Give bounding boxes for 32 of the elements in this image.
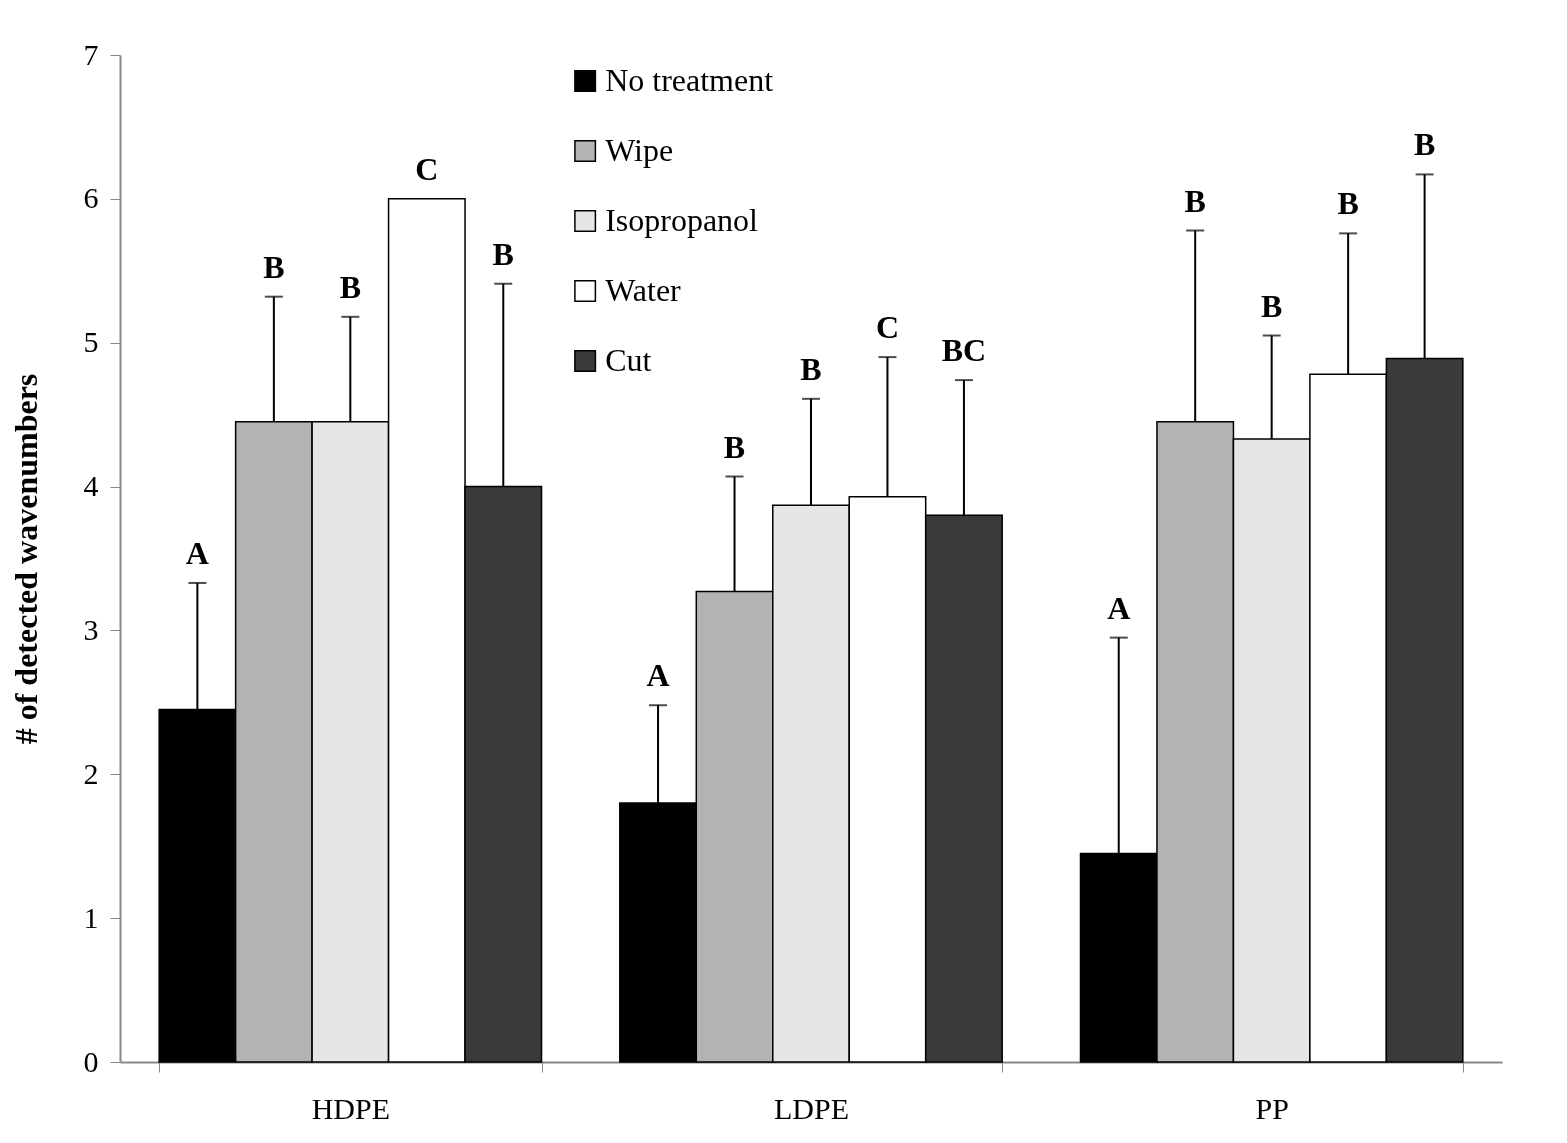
y-tick-label: 6 [83,181,99,215]
y-tick-label: 7 [83,37,99,71]
y-tick-label: 2 [83,756,99,790]
legend-label: Water [605,272,682,308]
x-tick-label: PP [1255,1091,1289,1125]
x-tick-label: HDPE [311,1091,391,1125]
annotation: A [1107,589,1131,626]
y-tick-label: 4 [83,469,99,503]
legend-label: Wipe [605,132,674,168]
annotation: B [1337,185,1359,222]
y-tick-label: 1 [83,900,99,934]
annotation: B [800,350,822,387]
legend-label: Cut [605,342,652,378]
annotation: B [1260,287,1283,324]
annotation: C [415,150,439,187]
annotation: B [492,235,514,272]
y-tick-label: 3 [83,612,99,646]
annotation: A [646,657,670,694]
annotation: A [185,534,209,571]
y-axis-title: # of detected wavenumbers [7,373,44,745]
annotation: BC [941,332,987,369]
annotation: B [723,428,746,465]
y-tick-label: 0 [83,1044,99,1078]
annotation: C [875,309,900,346]
annotation: B [1184,182,1206,219]
legend-label: Isopropanol [605,202,759,238]
annotation: B [1413,126,1436,163]
legend-label: No treatment [605,62,774,98]
annotation: B [263,248,285,285]
annotation: B [339,268,362,305]
x-tick-label: LDPE [774,1091,849,1125]
y-tick-label: 5 [83,325,99,359]
